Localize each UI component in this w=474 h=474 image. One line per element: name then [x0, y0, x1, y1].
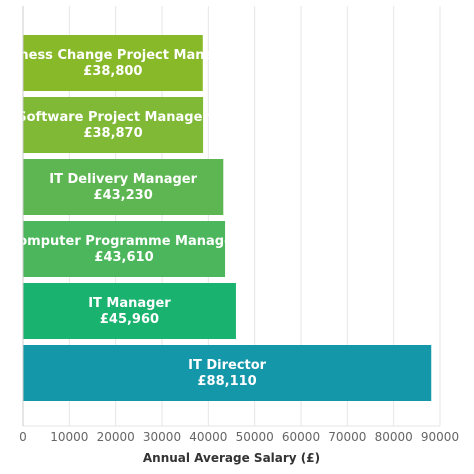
x-tick-label: 10000 — [50, 430, 88, 444]
bar-value-label: £38,800 — [83, 64, 142, 79]
bar-value-label: £88,110 — [198, 374, 257, 389]
bar-label-group: IT Manager£45,960 — [88, 296, 171, 327]
bar — [23, 35, 203, 91]
x-tick-label: 60000 — [282, 430, 320, 444]
bar-label-group: IT Director£88,110 — [188, 358, 267, 389]
bar-category-label: Computer Programme Manager — [9, 234, 240, 249]
x-axis-title: Annual Average Salary (£) — [143, 451, 320, 465]
x-axis-ticks: 0 10000 20000 30000 40000 50000 60000 70000 8000… — [19, 430, 459, 444]
bar-category-label: IT Delivery Manager — [49, 172, 197, 187]
x-tick-label: 40000 — [189, 430, 227, 444]
chart-bars: Business Change Project Manager£38,800 So… — [0, 35, 432, 401]
bar — [23, 97, 204, 153]
x-tick-label: 90000 — [421, 430, 459, 444]
bar-value-label: £45,960 — [100, 312, 159, 327]
x-tick-label: 50000 — [236, 430, 274, 444]
bar-label-group: IT Delivery Manager£43,230 — [49, 172, 197, 203]
bar-category-label: IT Manager — [88, 296, 171, 311]
bar-value-label: £43,610 — [94, 250, 153, 265]
bar-value-label: £38,870 — [83, 126, 142, 141]
bar-label-group: Business Change Project Manager£38,800 — [0, 48, 238, 79]
x-tick-label: 80000 — [375, 430, 413, 444]
bar-value-label: £43,230 — [94, 188, 153, 203]
bar-label-group: Software Project Manager£38,870 — [17, 110, 209, 141]
x-tick-label: 70000 — [328, 430, 366, 444]
x-tick-label: 30000 — [143, 430, 181, 444]
bar-label-group: Computer Programme Manager£43,610 — [9, 234, 240, 265]
x-tick-label: 0 — [19, 430, 27, 444]
bar-category-label: Software Project Manager — [17, 110, 209, 125]
bar — [23, 345, 432, 401]
bar — [23, 159, 224, 215]
bar — [23, 221, 226, 277]
bar — [23, 283, 236, 339]
x-tick-label: 20000 — [97, 430, 135, 444]
bar-category-label: IT Director — [188, 358, 267, 373]
bar-category-label: Business Change Project Manager — [0, 48, 238, 63]
